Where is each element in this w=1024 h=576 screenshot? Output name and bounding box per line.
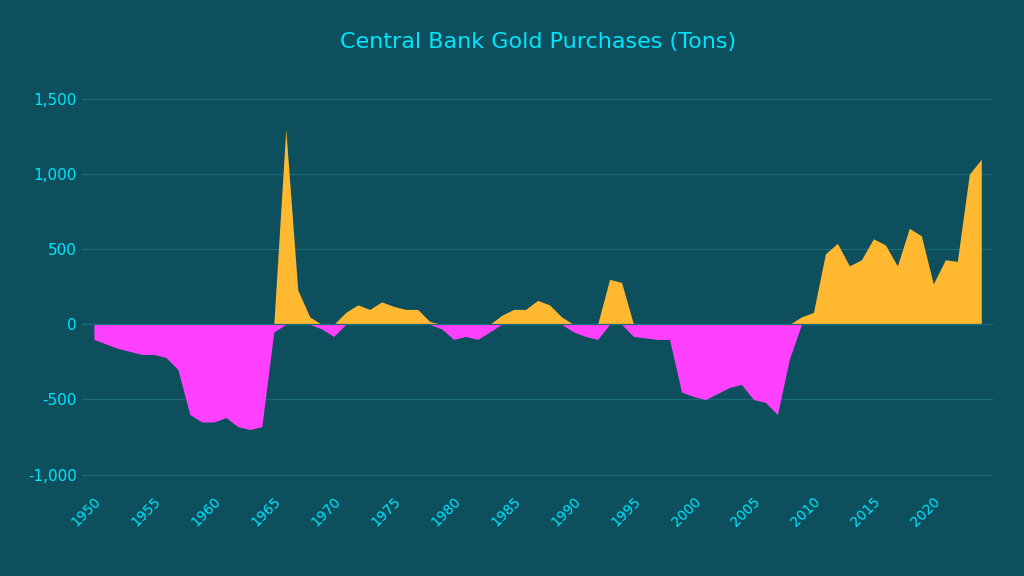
Title: Central Bank Gold Purchases (Tons): Central Bank Gold Purchases (Tons)	[340, 32, 735, 52]
